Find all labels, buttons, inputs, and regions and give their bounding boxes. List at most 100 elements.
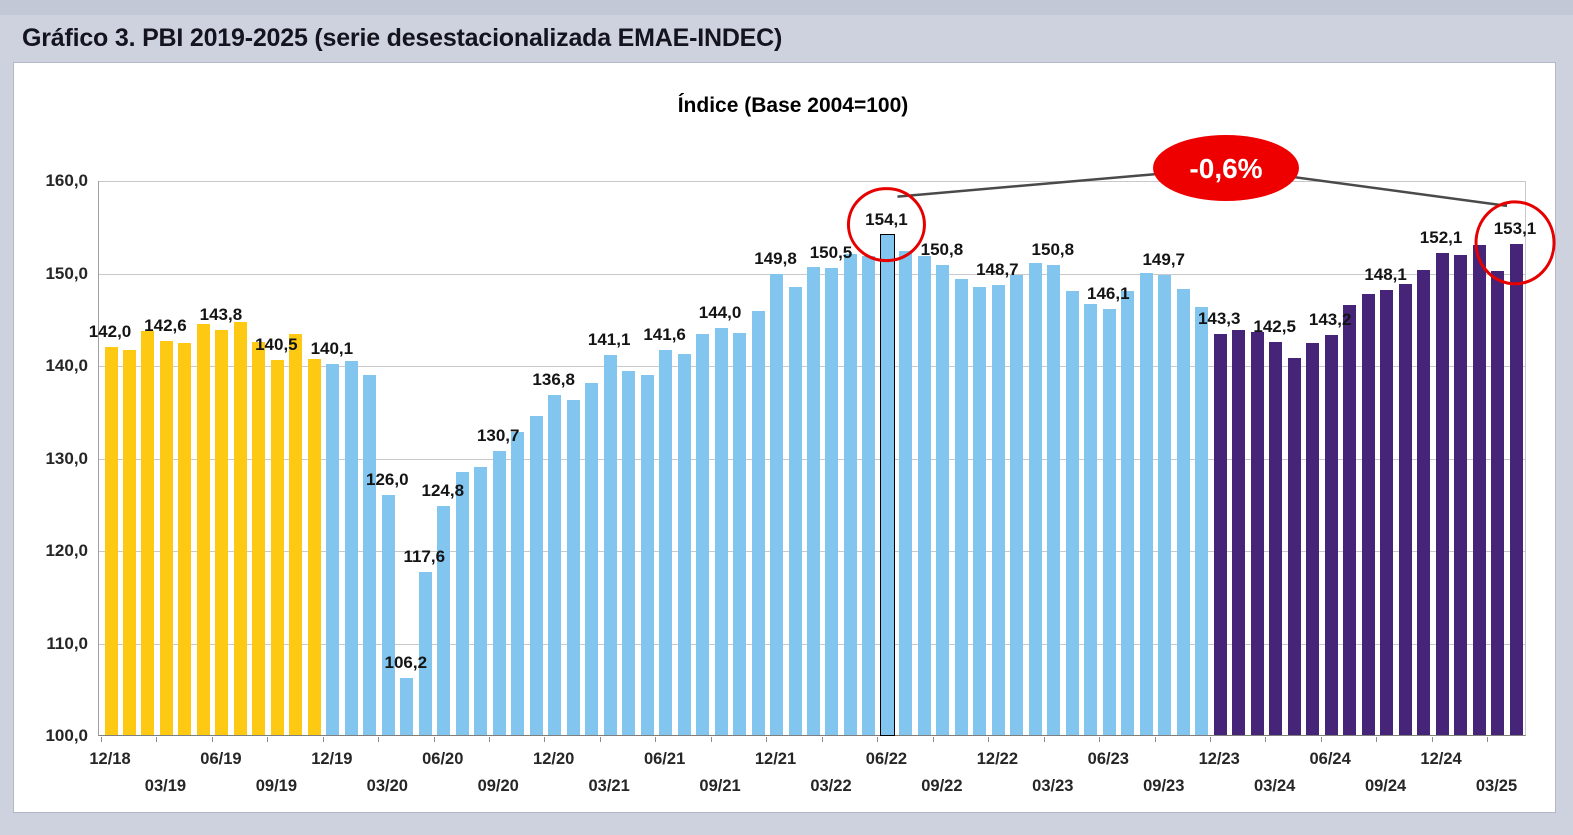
bar-02/24 xyxy=(1250,331,1264,735)
data-label-09/22: 150,8 xyxy=(920,240,964,260)
data-label-09/21: 144,0 xyxy=(698,303,742,322)
x-axis-tick-label: 12/20 xyxy=(533,750,575,768)
y-axis-tick-label: 130,0 xyxy=(45,448,88,468)
bar-11/19 xyxy=(307,358,321,735)
x-axis-tick-label: 03/25 xyxy=(1475,777,1518,795)
x-axis-tick xyxy=(1487,737,1489,742)
bar-03/20 xyxy=(381,494,395,735)
data-label-06/23: 146,1 xyxy=(1087,283,1130,303)
y-axis-tick-label: 100,0 xyxy=(45,726,88,745)
bar-02/22 xyxy=(807,266,820,735)
x-axis-tick-label: 12/24 xyxy=(1420,750,1462,768)
bar-12/21 xyxy=(770,274,784,735)
data-label-06/19: 143,8 xyxy=(199,304,243,324)
x-axis-tick-label: 06/19 xyxy=(200,750,242,768)
bar-04/23 xyxy=(1065,291,1079,735)
bar-09/20 xyxy=(492,451,506,735)
x-axis-tick xyxy=(100,737,102,742)
bar-09/22 xyxy=(936,265,950,735)
x-axis-tick-label: 03/19 xyxy=(144,777,187,795)
bar-04/24 xyxy=(1287,357,1301,735)
bar-10/22 xyxy=(954,278,968,735)
data-label-06/20: 124,8 xyxy=(421,480,465,500)
y-axis-tick-label: 160,0 xyxy=(45,171,88,190)
bar-06/21 xyxy=(659,350,673,735)
x-axis-tick-label: 06/23 xyxy=(1087,750,1129,768)
data-label-12/18: 142,0 xyxy=(88,321,132,341)
bar-08/21 xyxy=(696,334,710,735)
x-axis-tick xyxy=(1431,737,1433,742)
data-label-12/20: 136,8 xyxy=(532,369,575,389)
bar-10/19 xyxy=(289,334,303,735)
x-axis-tick xyxy=(544,737,546,742)
x-axis-tick-label: 09/22 xyxy=(921,777,963,795)
y-axis-tick-label: 110,0 xyxy=(46,633,88,653)
x-axis-tick xyxy=(821,737,823,742)
bar-01/25 xyxy=(1454,254,1468,735)
bar-12/22 xyxy=(991,284,1005,735)
plot-area xyxy=(98,181,1526,737)
bar-12/24 xyxy=(1435,253,1449,735)
x-axis-tick-label: 12/21 xyxy=(754,750,797,768)
data-label-04/25: 153,1 xyxy=(1493,218,1537,238)
bar-11/20 xyxy=(529,415,543,735)
gridline xyxy=(99,181,1525,182)
bar-08/22 xyxy=(917,255,931,735)
bar-03/21 xyxy=(603,354,617,735)
data-label-06/22: 154,1 xyxy=(865,209,908,229)
x-axis-tick-label: 03/23 xyxy=(1032,777,1074,795)
x-axis-tick xyxy=(1209,737,1211,742)
x-axis-tick-label: 03/24 xyxy=(1254,777,1296,795)
x-axis-tick xyxy=(1320,737,1322,742)
x-axis-tick-label: 12/23 xyxy=(1198,750,1240,768)
bar-07/24 xyxy=(1343,304,1357,735)
bar-03/19 xyxy=(159,340,173,735)
bar-05/23 xyxy=(1084,303,1098,735)
bar-04/20 xyxy=(400,677,414,735)
bar-11/21 xyxy=(751,311,765,735)
bar-01/22 xyxy=(788,287,802,735)
bar-05/19 xyxy=(196,324,210,735)
x-axis-tick xyxy=(1154,737,1156,742)
bar-07/22 xyxy=(899,251,913,735)
chart-title: Índice (Base 2004=100) xyxy=(677,94,909,117)
data-label-03/22: 150,5 xyxy=(809,242,853,262)
bar-08/20 xyxy=(474,466,488,735)
bar-06/20 xyxy=(437,505,451,735)
data-label-05/20: 117,6 xyxy=(403,547,446,567)
x-axis-tick xyxy=(1376,737,1378,742)
bar-01/21 xyxy=(566,400,580,735)
bar-05/24 xyxy=(1306,342,1320,735)
bar-03/22 xyxy=(825,267,839,735)
x-axis-tick-label: 06/20 xyxy=(422,750,464,768)
x-axis-tick-label: 06/21 xyxy=(643,750,686,768)
bar-05/20 xyxy=(418,572,432,735)
bar-12/23 xyxy=(1213,334,1227,735)
x-axis-tick xyxy=(267,737,269,742)
bar-09/24 xyxy=(1380,290,1394,735)
bar-08/19 xyxy=(252,341,266,735)
data-label-06/24: 143,2 xyxy=(1308,310,1352,330)
window-top-strip xyxy=(0,0,1573,15)
x-axis-tick xyxy=(488,737,490,742)
bar-09/19 xyxy=(270,360,284,735)
bar-04/22 xyxy=(843,254,857,735)
bar-10/23 xyxy=(1176,289,1190,735)
data-label-09/20: 130,7 xyxy=(476,426,520,446)
x-axis-tick-label: 03/20 xyxy=(366,777,408,795)
bar-08/24 xyxy=(1361,293,1375,735)
data-label-04/20: 106,2 xyxy=(384,652,428,672)
x-axis-tick xyxy=(1099,737,1101,742)
x-axis-tick xyxy=(877,737,879,742)
bar-02/25 xyxy=(1472,244,1486,735)
bar-08/23 xyxy=(1139,273,1153,735)
x-axis-tick xyxy=(211,737,213,742)
bar-06/23 xyxy=(1102,308,1116,735)
x-axis-tick xyxy=(932,737,934,742)
page-title: Gráfico 3. PBI 2019-2025 (serie desestac… xyxy=(22,24,783,52)
bar-12/18 xyxy=(104,346,118,735)
x-axis-tick xyxy=(710,737,712,742)
bar-11/22 xyxy=(973,287,987,735)
data-label-03/20: 126,0 xyxy=(366,469,409,489)
